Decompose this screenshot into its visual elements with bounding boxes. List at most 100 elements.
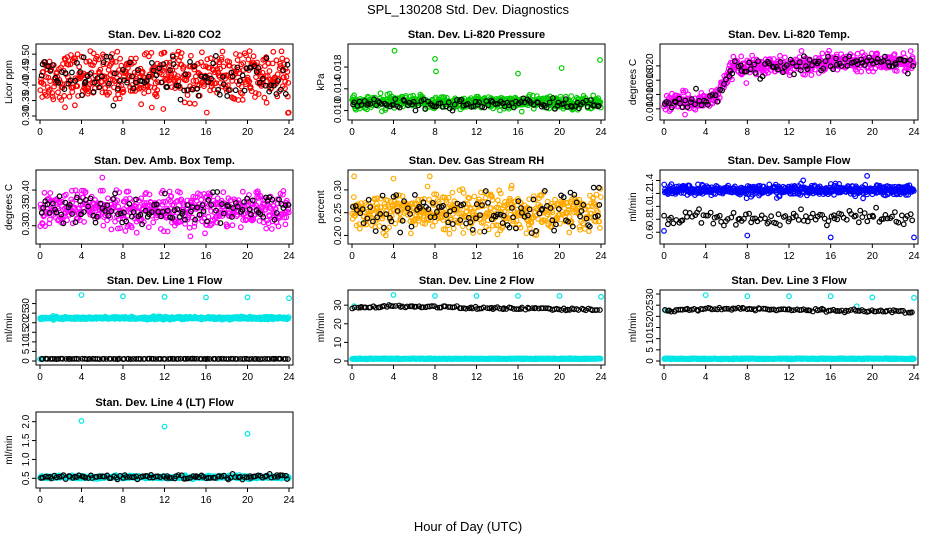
data-point (41, 59, 48, 65)
y-tick-label: 0.50 (21, 44, 32, 64)
data-point (450, 225, 457, 232)
data-point (255, 91, 262, 97)
x-tick-label: 20 (867, 127, 879, 138)
data-point (431, 103, 438, 110)
data-point (882, 53, 888, 60)
data-point (383, 211, 390, 218)
data-point (801, 53, 807, 60)
data-point (910, 63, 916, 69)
data-point (254, 188, 261, 195)
data-point (186, 224, 193, 231)
data-point (481, 202, 488, 209)
data-point (449, 107, 456, 114)
data-point (864, 172, 870, 179)
data-point (743, 80, 750, 86)
data-point (141, 200, 148, 206)
data-point (766, 181, 773, 188)
data-point (422, 105, 429, 112)
x-tick-label: 8 (432, 251, 438, 262)
data-point (521, 213, 528, 220)
data-point (682, 97, 689, 104)
data-point (107, 54, 114, 60)
data-point (597, 194, 604, 200)
data-point (138, 195, 145, 202)
data-point (449, 221, 456, 227)
data-point (38, 72, 45, 79)
data-point (112, 218, 118, 225)
data-point (200, 208, 207, 215)
data-point (117, 210, 124, 217)
data-point (357, 210, 364, 217)
data-point (560, 100, 567, 107)
data-point (872, 65, 879, 72)
data-point (236, 77, 243, 84)
data-point (74, 51, 81, 58)
data-point (550, 95, 556, 101)
data-point (595, 209, 601, 216)
data-point (460, 230, 467, 236)
data-point (194, 85, 201, 92)
y-axis-label: ml/min (4, 313, 15, 342)
x-axis: 0 4 8 12 16 20 24 (661, 244, 920, 262)
data-point (379, 192, 386, 199)
data-points (37, 292, 292, 363)
data-point (842, 56, 849, 62)
data-point (160, 228, 167, 235)
data-point (216, 91, 223, 98)
data-point (902, 57, 908, 64)
x-tick-label: 16 (825, 127, 837, 138)
data-point (50, 200, 56, 207)
data-point (237, 224, 244, 231)
data-point (99, 174, 106, 181)
data-point (240, 217, 247, 223)
data-point (145, 224, 152, 231)
data-points (349, 173, 604, 239)
data-point (277, 86, 284, 93)
x-tick-label: 16 (512, 251, 524, 262)
data-point (191, 223, 198, 230)
data-point (592, 213, 599, 220)
data-point (493, 222, 500, 229)
data-point (156, 65, 163, 72)
data-point (705, 101, 711, 108)
data-point (420, 199, 427, 206)
data-point (394, 201, 401, 208)
data-point (499, 220, 506, 226)
data-point (668, 104, 675, 111)
data-point (55, 79, 62, 86)
data-point (259, 75, 266, 82)
data-point (766, 60, 772, 67)
data-point (201, 83, 207, 90)
data-point (359, 206, 366, 213)
data-point (518, 108, 525, 115)
x-tick-label: 0 (37, 127, 43, 138)
data-point (661, 227, 667, 234)
data-point (556, 206, 562, 212)
data-point (596, 102, 602, 109)
data-point (738, 53, 745, 60)
data-point (190, 77, 197, 84)
data-point (266, 68, 273, 74)
data-point (208, 75, 215, 82)
data-point (218, 57, 225, 63)
data-point (111, 70, 118, 77)
data-point (273, 57, 280, 64)
data-point (92, 219, 99, 226)
data-point (126, 200, 133, 207)
data-point (569, 103, 575, 110)
data-point (120, 88, 127, 95)
data-point (225, 87, 232, 94)
x-axis: 0 4 8 12 16 20 24 (661, 120, 920, 138)
data-point (199, 202, 206, 209)
x-tick-label: 12 (159, 251, 171, 262)
x-tick-label: 0 (661, 127, 667, 138)
data-point (707, 209, 714, 216)
panel-title: Stan. Dev. Sample Flow (728, 155, 851, 167)
data-point (476, 99, 483, 106)
data-point (114, 225, 121, 232)
data-point (260, 213, 267, 220)
data-point (377, 90, 384, 97)
y-tick-label: 0.45 (21, 59, 32, 79)
data-point (798, 48, 805, 54)
data-point (661, 181, 668, 188)
